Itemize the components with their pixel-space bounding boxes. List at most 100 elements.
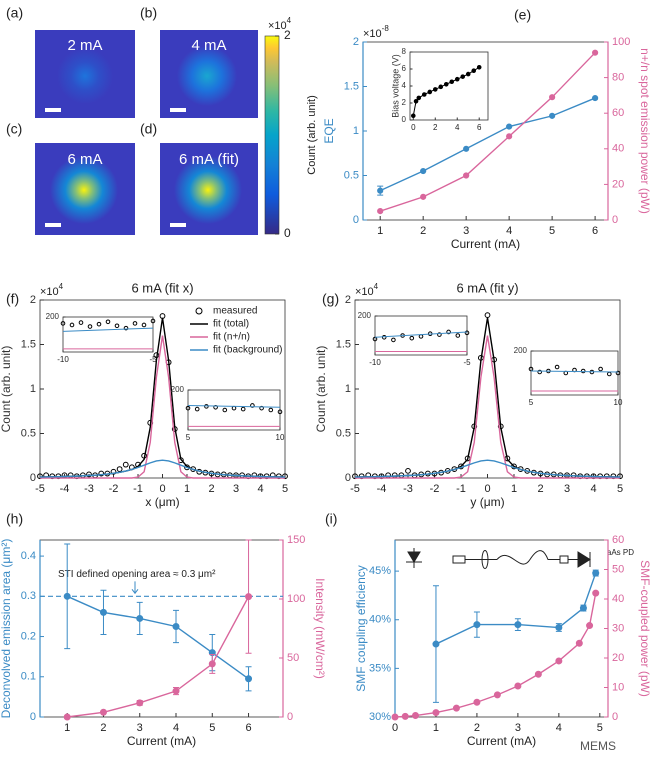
x-tick-label: -5 [350,483,360,495]
y2-tick-label: 40 [612,593,624,605]
data-point [580,368,586,374]
led-symbol [406,548,422,568]
series-line [187,404,281,408]
data-point [592,49,599,56]
series-line [66,595,249,680]
fiber [496,550,560,565]
y2-axis-label: n+/n spot emission power (pW) [638,48,652,214]
data-point [555,624,563,632]
data-point [506,133,513,140]
y-tick-label: 0 [30,711,36,723]
data-point [259,405,264,411]
y-axis-label: Count (arb. unit) [0,346,13,433]
y-tick-label: 4 [402,81,407,90]
y2-tick-label: 50 [287,652,299,664]
data-point [463,145,470,152]
y-tick-label: 0.1 [21,671,36,683]
data-point [421,92,427,97]
y2-tick-label: 50 [612,563,624,575]
y-tick-label: 2 [402,98,407,107]
data-point [432,709,440,717]
y-tick-label: 0.2 [21,630,36,642]
y-tick-label: 6 [402,64,407,73]
data-point [592,94,599,102]
legend-label: fit (total) [213,319,249,330]
x-tick-label: -4 [60,483,70,495]
colorbar-multiplier: ×104 [268,16,292,32]
panel-label: (f) [6,291,19,307]
image-label: 6 mA (fit) [179,151,239,168]
x-tick-label: -2 [430,483,440,495]
y-tick-label: 200 [46,312,60,321]
data-point [615,370,621,376]
x-tick-label: -4 [377,483,387,495]
x-tick-label: 1 [433,722,439,734]
reference-arrow [131,581,139,595]
data-point [377,208,384,215]
data-point [537,369,543,375]
axis-multiplier: ×104 [40,282,64,298]
y-tick-label: 0 [353,214,359,226]
data-point [114,323,120,329]
x-tick-label: -1 [456,483,466,495]
x-tick-label: -5 [463,358,471,367]
reference-label: STI defined opening area ≈ 0.3 μm² [58,569,216,580]
data-point [245,675,253,683]
colorbar-tick-label: 0 [284,226,291,240]
data-point [123,325,129,331]
x-tick-label: 6 [592,225,598,237]
data-point [555,657,563,665]
data-point [420,193,427,200]
y-tick-label: 0.5 [21,427,36,439]
x-axis-label: y (μm) [470,495,504,509]
data-point [405,467,411,474]
y-tick-label: 40% [369,614,391,626]
y2-tick-label: 0 [612,711,618,723]
series-line [40,335,285,479]
x-tick-label: 2 [537,483,543,495]
data-point [172,622,180,630]
series-line [379,97,596,192]
data-point [277,409,283,415]
scale-bar [170,223,186,227]
x-tick-label: 5 [186,433,191,442]
x-tick-label: 0 [411,123,416,132]
data-point [463,172,470,179]
series-line [67,596,250,718]
data-point [476,65,482,70]
x-tick-label: 2 [100,722,106,734]
x-tick-label: 1 [184,483,190,495]
data-point [534,670,542,678]
x-tick-label: 3 [564,483,570,495]
x-tick-label: 10 [276,433,285,442]
scale-bar [45,223,61,227]
x-axis-label: Current (mA) [127,734,196,748]
panel-label: (a) [6,5,23,21]
y-tick-label: 2 [30,294,36,306]
data-point [69,322,75,328]
x-tick-label: 3 [515,722,521,734]
data-point [63,713,71,721]
data-point [401,712,409,720]
data-point [514,682,522,690]
data-point [391,713,399,721]
x-axis-label: Current (mA) [467,734,536,748]
y-axis-label: SMF coupling efficiency [354,565,368,692]
series-line [379,52,596,212]
image-spot [177,46,237,106]
x-tick-label: 3 [137,722,143,734]
series-line [530,370,619,373]
data-point [60,321,66,326]
scale-bar [170,108,186,112]
y-tick-label: 1 [30,383,36,395]
y2-tick-label: 80 [612,72,624,84]
x-tick-label: 6 [245,722,251,734]
data-point [443,82,449,87]
data-point [409,335,415,341]
y2-tick-label: 40 [612,143,624,155]
x-tick-label: 4 [556,722,562,734]
data-point [427,89,433,95]
image-label: 2 mA [67,37,102,54]
data-point [452,704,460,712]
data-point [514,621,522,629]
